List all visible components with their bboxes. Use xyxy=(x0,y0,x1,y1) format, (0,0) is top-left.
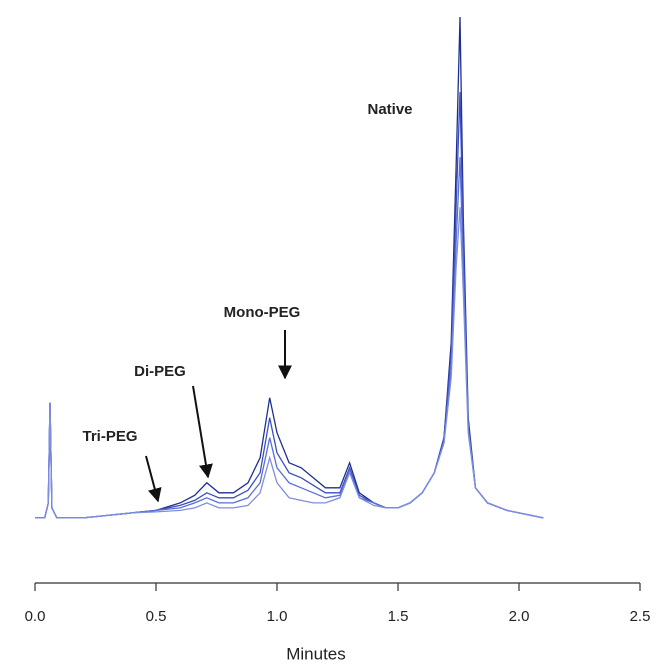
x-axis-label: Minutes xyxy=(286,644,346,663)
x-tick-label: 1.0 xyxy=(267,608,288,625)
x-tick-label: 2.5 xyxy=(630,608,651,625)
arrow xyxy=(145,455,162,503)
x-tick-label: 2.0 xyxy=(509,608,530,625)
trace-line xyxy=(35,157,544,519)
annotation: Mono-PEG xyxy=(224,304,301,321)
x-tick-label: 0.5 xyxy=(146,608,167,625)
annotation: Tri-PEG xyxy=(82,428,137,445)
annotation: Di-PEG xyxy=(134,363,186,380)
x-tick-label: 0.0 xyxy=(25,608,46,625)
trace-line xyxy=(35,207,544,519)
annotation: Native xyxy=(367,101,412,118)
x-tick-label: 1.5 xyxy=(388,608,409,625)
annotation-arrows xyxy=(145,330,292,503)
arrow xyxy=(192,385,213,479)
